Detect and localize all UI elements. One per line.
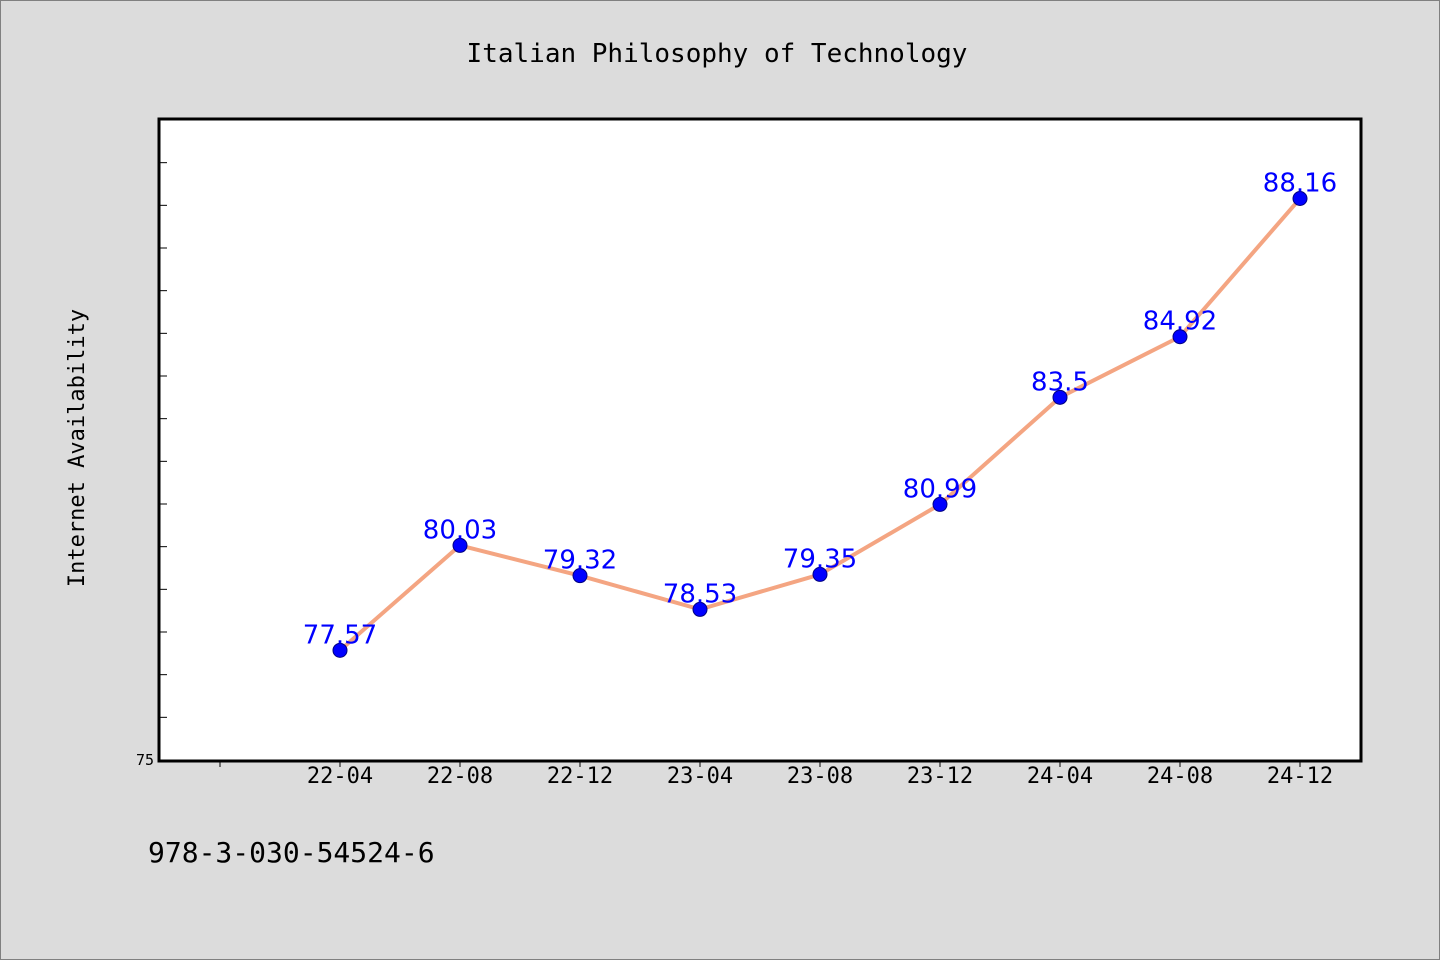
data-point: [932, 496, 948, 512]
data-point: [1172, 329, 1188, 345]
y-axis-label: Internet Availability: [65, 309, 90, 587]
data-label: 88.16: [1263, 169, 1337, 199]
data-point: [332, 642, 348, 658]
x-tick-label: 24-04: [1027, 764, 1093, 789]
plot-area: [157, 117, 1363, 763]
x-tick-label: 23-12: [907, 764, 973, 789]
x-tick-label: 22-04: [307, 764, 373, 789]
data-label: 80.99: [903, 474, 977, 504]
marker-group: [332, 191, 1308, 658]
data-point: [1052, 389, 1068, 405]
isbn-note: 978-3-030-54524-6: [148, 836, 435, 869]
data-point: [1292, 191, 1308, 207]
x-tick-label: 22-12: [547, 764, 613, 789]
y-axis-ticks: 75: [136, 119, 167, 769]
data-point: [692, 601, 708, 617]
data-label: 83.5: [1031, 367, 1089, 397]
data-label: 84.92: [1143, 307, 1217, 337]
data-label-group: 77.57 80.03 79.32 78.53 79.35 80.99 83.5 84.92 8…: [303, 169, 1337, 651]
x-tick-label: 24-08: [1147, 764, 1213, 789]
chart-title: Italian Philosophy of Technology: [467, 39, 968, 69]
x-tick-label: 23-08: [787, 764, 853, 789]
data-point: [572, 568, 588, 584]
data-label: 80.03: [423, 515, 497, 545]
x-tick-label: 23-04: [667, 764, 733, 789]
data-label: 79.32: [543, 546, 617, 576]
data-label: 77.57: [303, 620, 377, 650]
x-tick-label: 22-08: [427, 764, 493, 789]
y-tick-label: 75: [136, 751, 154, 769]
x-axis-ticks: 22-04 22-08 22-12 23-04 23-08 23-12 24-04 24-08…: [219, 760, 1333, 789]
data-label: 78.53: [663, 579, 737, 609]
data-label: 79.35: [783, 544, 857, 574]
data-point: [452, 537, 468, 553]
x-tick-label: 24-12: [1267, 764, 1333, 789]
data-point: [812, 566, 828, 582]
